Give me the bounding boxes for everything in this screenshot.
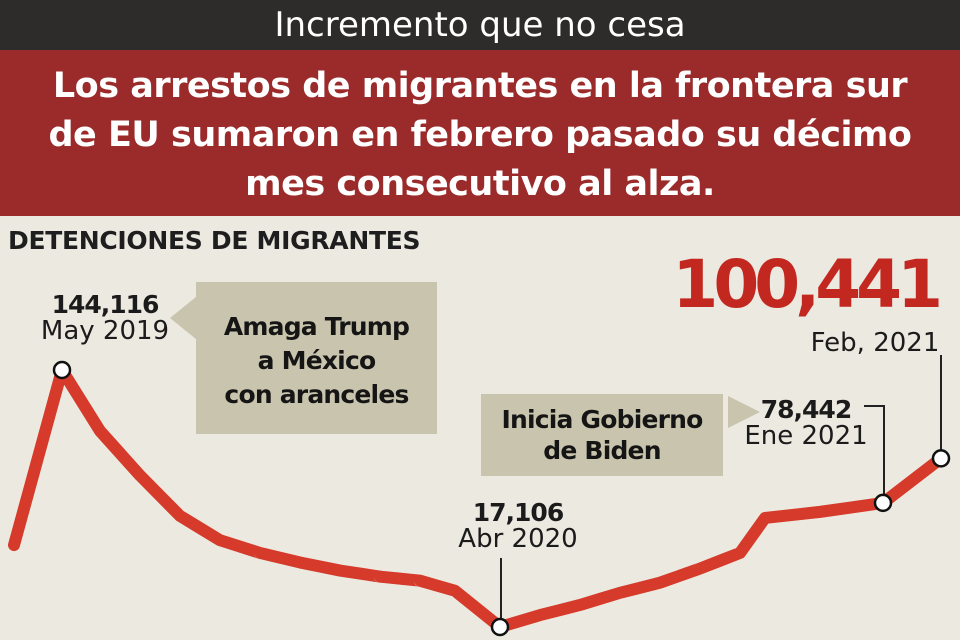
- data-point-marker: [490, 617, 510, 637]
- summary-line: mes consecutivo al alza.: [245, 164, 715, 204]
- chart-title: DETENCIONES DE MIGRANTES: [8, 226, 421, 255]
- annotation-line: a México: [257, 346, 377, 375]
- header-title: Incremento que no cesa: [0, 0, 960, 50]
- data-label-date: Abr 2020: [458, 524, 578, 555]
- annotation-line: de Biden: [543, 436, 661, 465]
- callout-pointer: [728, 396, 760, 428]
- summary-line: de EU sumaron en febrero pasado su décim…: [48, 115, 912, 155]
- data-point-marker: [52, 360, 72, 380]
- label-ene-2021: 78,442 Ene 2021: [736, 395, 876, 452]
- data-label-date: Feb, 2021: [810, 328, 940, 358]
- data-label-value: 144,116: [51, 290, 160, 319]
- data-label-value: 17,106: [472, 498, 564, 527]
- summary-band: Los arrestos de migrantes en la frontera…: [0, 50, 960, 216]
- label-may-2019: 144,116 May 2019: [30, 290, 180, 347]
- annotation-line: Amaga Trump: [223, 312, 410, 341]
- label-abr-2020: 17,106 Abr 2020: [438, 498, 598, 555]
- latest-value: 100,441: [672, 246, 943, 323]
- data-point-marker: [873, 493, 893, 513]
- data-point-marker: [931, 449, 951, 468]
- data-label-value: 78,442: [760, 395, 852, 424]
- annotation-biden: Inicia Gobierno de Biden: [481, 394, 723, 476]
- leader-line: [864, 405, 885, 500]
- data-label-date: May 2019: [40, 316, 170, 347]
- annotation-trump: Amaga Trump a México con aranceles: [196, 282, 437, 434]
- annotation-line: Inicia Gobierno: [501, 405, 703, 434]
- annotation-line: con aranceles: [224, 380, 409, 409]
- summary-line: Los arrestos de migrantes en la frontera…: [52, 66, 908, 106]
- series-line: [8, 364, 947, 633]
- label-feb-2021: Feb, 2021: [800, 328, 950, 358]
- data-label-date: Ene 2021: [744, 421, 868, 452]
